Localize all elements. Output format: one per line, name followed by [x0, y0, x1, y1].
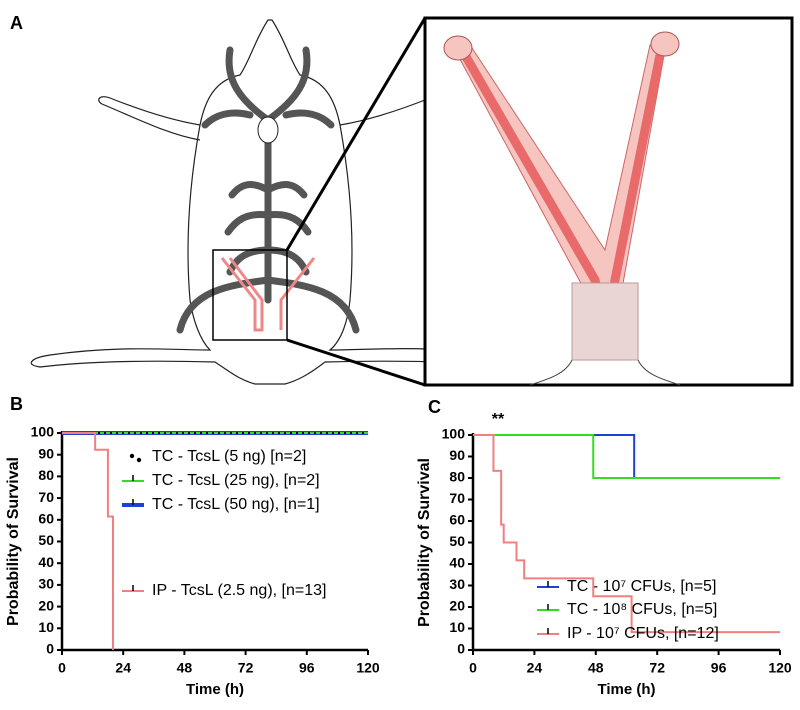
- x-tick-label: 48: [588, 660, 604, 676]
- x-tick-label: 120: [768, 660, 792, 676]
- panel-label: A: [10, 13, 23, 33]
- annotation: **: [492, 411, 505, 428]
- y-tick-label: 70: [449, 490, 465, 506]
- x-tick-label: 48: [177, 660, 193, 676]
- legend-label: TC - TcsL (50 ng), [n=1]: [152, 496, 320, 513]
- legend-label: IP - TcsL (2.5 ng), [n=13]: [152, 582, 326, 599]
- y-tick-label: 100: [31, 424, 55, 440]
- legend-swatch: [136, 457, 142, 463]
- survival-line: [473, 434, 780, 479]
- y-tick-label: 0: [46, 641, 54, 657]
- y-tick-label: 80: [449, 469, 465, 485]
- x-tick-label: 24: [115, 660, 131, 676]
- y-tick-label: 10: [38, 619, 54, 635]
- zoom-box: [212, 249, 288, 341]
- y-tick-label: 0: [457, 641, 465, 657]
- y-tick-label: 20: [38, 597, 54, 613]
- legend-swatch: [129, 453, 135, 459]
- survival-line: [473, 434, 780, 479]
- zoom-line: [286, 338, 426, 387]
- x-tick-label: 96: [299, 660, 315, 676]
- y-axis-label: Probability of Survival: [5, 457, 22, 626]
- y-tick-label: 60: [449, 512, 465, 528]
- y-axis-label: Probability of Survival: [416, 458, 433, 627]
- organ: [257, 116, 279, 144]
- legend-label: TC - TcsL (25 ng), [n=2]: [152, 472, 320, 489]
- x-tick-label: 24: [527, 660, 543, 676]
- y-tick-label: 30: [38, 576, 54, 592]
- survival-line: [62, 432, 114, 650]
- x-tick-label: 120: [356, 660, 380, 676]
- x-tick-label: 0: [58, 660, 66, 676]
- y-tick-label: 50: [449, 533, 465, 549]
- panel-label: B: [10, 394, 23, 414]
- y-tick-label: 50: [38, 532, 54, 548]
- uterus-small: [220, 257, 316, 332]
- y-tick-label: 90: [38, 445, 54, 461]
- legend-label: TC - 10⁷ CFUs, [n=5]: [567, 578, 716, 595]
- x-tick-label: 0: [469, 660, 477, 676]
- x-tick-label: 72: [649, 660, 665, 676]
- zoom-line: [285, 17, 427, 251]
- legend-label: TC - 10⁸ CFUs, [n=5]: [567, 601, 717, 618]
- y-tick-label: 100: [442, 426, 466, 442]
- y-tick-label: 10: [449, 619, 465, 635]
- legend-label: TC - TcsL (5 ng) [n=2]: [152, 448, 306, 465]
- y-tick-label: 30: [449, 576, 465, 592]
- x-axis-label: Time (h): [597, 681, 655, 698]
- y-tick-label: 90: [449, 447, 465, 463]
- legend-label: IP - 10⁷ CFUs, [n=12]: [567, 625, 719, 642]
- panel-label: C: [428, 397, 441, 417]
- y-tick-label: 20: [449, 598, 465, 614]
- y-tick-label: 80: [38, 467, 54, 483]
- y-tick-label: 70: [38, 489, 54, 505]
- survival-line: [473, 434, 780, 634]
- x-axis-label: Time (h): [186, 681, 244, 698]
- x-tick-label: 72: [238, 660, 254, 676]
- y-tick-label: 60: [38, 511, 54, 527]
- y-tick-label: 40: [449, 555, 465, 571]
- uterus-large: [443, 31, 681, 386]
- y-tick-label: 40: [38, 554, 54, 570]
- x-tick-label: 96: [711, 660, 727, 676]
